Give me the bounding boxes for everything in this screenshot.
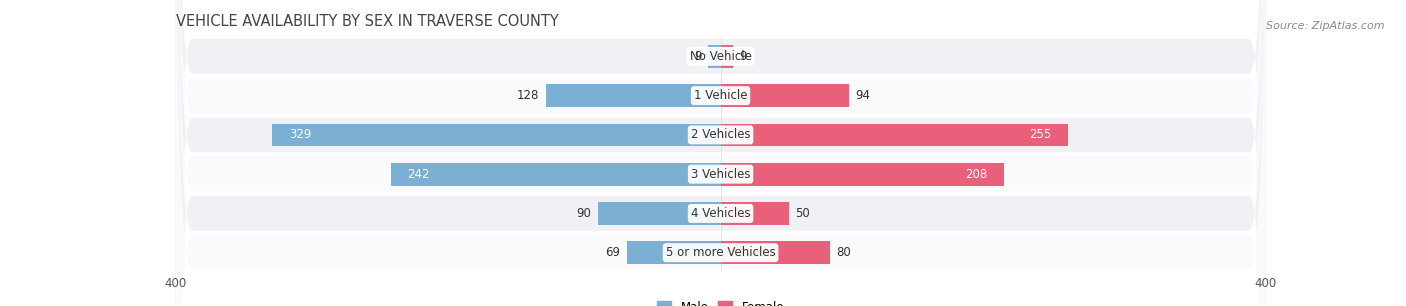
Text: 3 Vehicles: 3 Vehicles [690,168,751,181]
Text: VEHICLE AVAILABILITY BY SEX IN TRAVERSE COUNTY: VEHICLE AVAILABILITY BY SEX IN TRAVERSE … [176,13,558,28]
Bar [391,163,721,185]
Text: 5 or more Vehicles: 5 or more Vehicles [665,246,776,259]
FancyBboxPatch shape [176,0,1265,306]
Bar [721,84,849,107]
Bar [627,241,721,264]
FancyBboxPatch shape [176,0,1265,306]
Bar [721,124,1069,146]
Bar [721,202,789,225]
Text: 208: 208 [966,168,987,181]
Bar [721,163,1004,185]
Text: Source: ZipAtlas.com: Source: ZipAtlas.com [1267,21,1385,32]
Text: 242: 242 [408,168,430,181]
Bar [709,45,721,68]
Text: 94: 94 [855,89,870,102]
Text: 9: 9 [695,50,702,63]
FancyBboxPatch shape [176,0,1265,306]
FancyBboxPatch shape [176,0,1265,306]
Text: 50: 50 [796,207,810,220]
Legend: Male, Female: Male, Female [652,296,789,306]
Text: 128: 128 [517,89,540,102]
FancyBboxPatch shape [176,0,1265,306]
Bar [721,45,733,68]
Bar [598,202,721,225]
Text: 69: 69 [605,246,620,259]
Bar [273,124,721,146]
Text: No Vehicle: No Vehicle [689,50,752,63]
Text: 80: 80 [837,246,851,259]
Bar [721,241,830,264]
Text: 4 Vehicles: 4 Vehicles [690,207,751,220]
Text: 329: 329 [288,129,311,141]
Text: 255: 255 [1029,129,1052,141]
FancyBboxPatch shape [176,0,1265,306]
Bar [546,84,721,107]
Text: 90: 90 [576,207,591,220]
Text: 1 Vehicle: 1 Vehicle [693,89,748,102]
Text: 9: 9 [740,50,747,63]
Text: 2 Vehicles: 2 Vehicles [690,129,751,141]
